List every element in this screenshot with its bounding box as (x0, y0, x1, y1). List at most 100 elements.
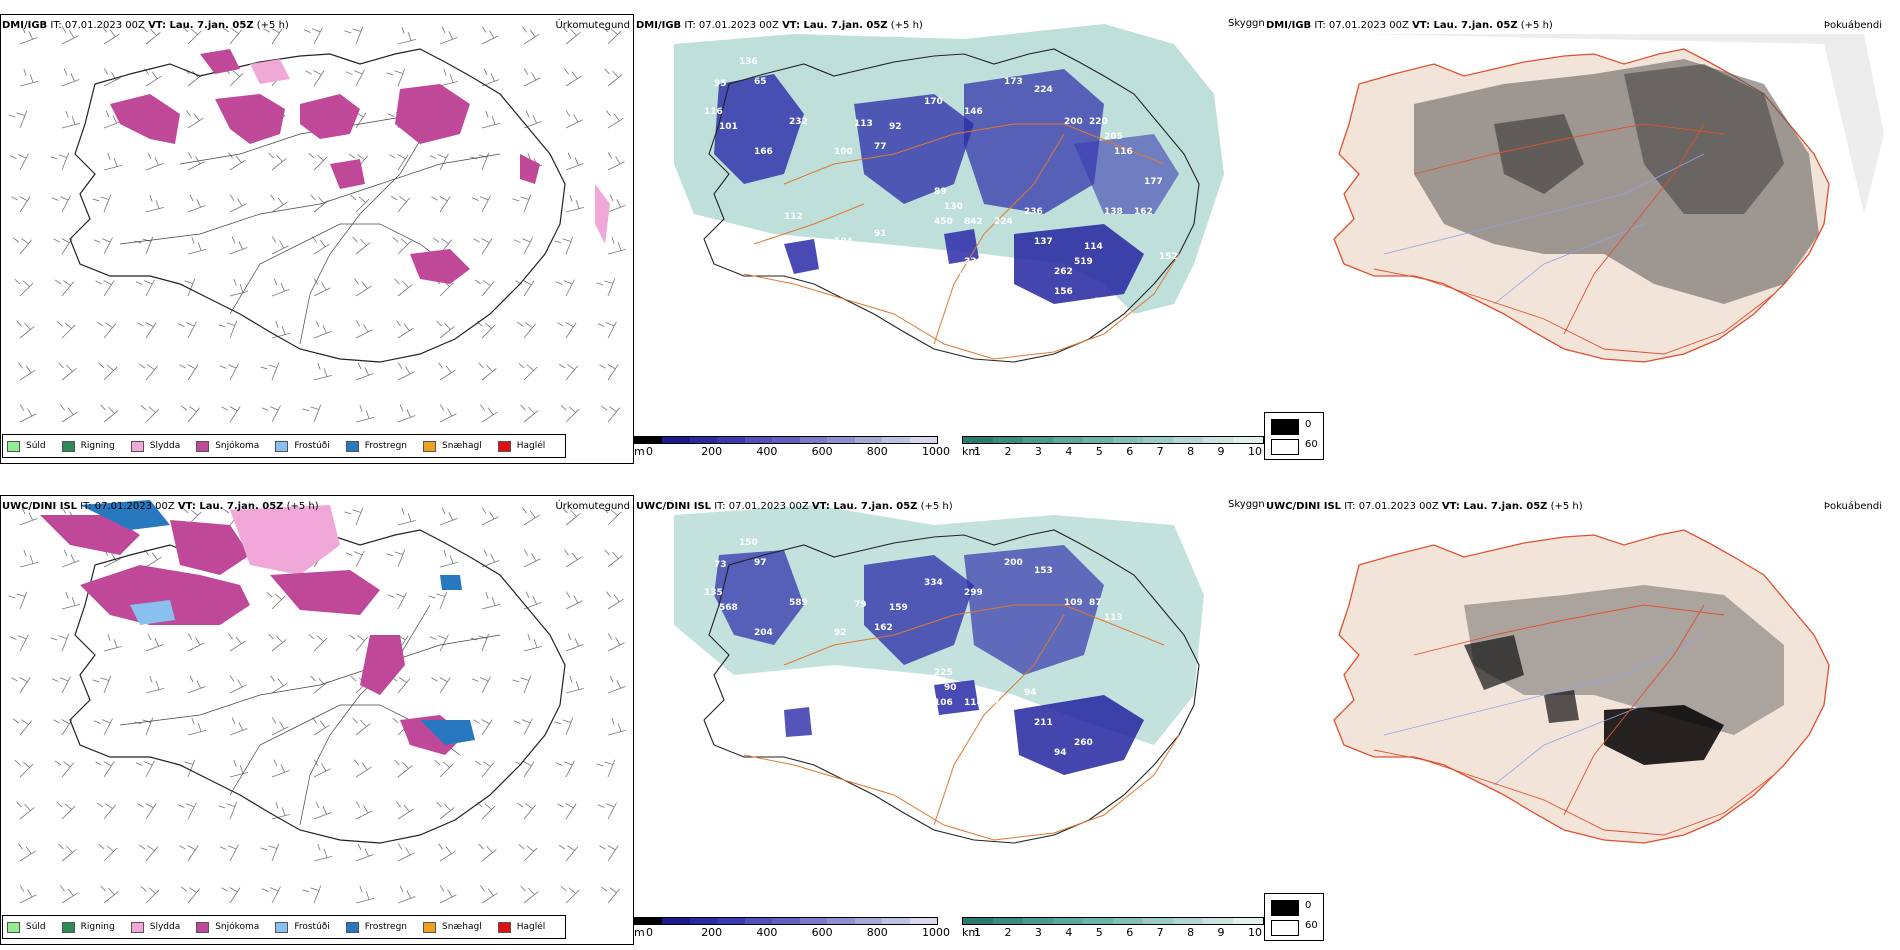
road-network (1373, 123, 1775, 355)
wind-barb (555, 279, 575, 297)
road-network (1373, 604, 1775, 836)
cloud-base-value: 73 (714, 560, 727, 570)
colorbar-tick-label: 7 (1156, 445, 1164, 458)
wind-barb (142, 26, 161, 45)
wind-barb (354, 759, 372, 778)
cloud-base-value: 200 (1004, 558, 1023, 568)
fog-area (1624, 64, 1784, 214)
legend-label: Snjókoma (215, 441, 260, 451)
legend-swatch (497, 440, 511, 452)
colorbar-cell (854, 918, 883, 924)
wind-barb (95, 280, 115, 297)
colorbar-cell (827, 437, 855, 443)
wind-barb (187, 717, 206, 736)
cloud-base-value: 116 (1114, 147, 1133, 157)
wind-barb (431, 196, 451, 213)
wind-barb (92, 194, 112, 213)
wind-barb (386, 68, 406, 87)
cloud-base-value: 87 (1089, 598, 1102, 608)
fog-legend-swatch (1271, 419, 1299, 435)
colorbar-tick-label: 800 (866, 926, 888, 939)
wind-barb (229, 759, 248, 778)
fog-legend-label: 60 (1305, 439, 1318, 450)
fog-area (1464, 635, 1524, 690)
wind-barb (9, 153, 29, 171)
cloud-base-value: 173 (1004, 77, 1023, 87)
wind-barb (523, 68, 541, 87)
wind-barb (597, 321, 617, 339)
cloud-area (964, 69, 1104, 214)
cloud-base-labels: 150 73 97 135 568 589 204 92 79 159 162 334 299 200 15… (704, 538, 1123, 758)
cloud-base-value: 118 (964, 698, 983, 708)
cloud-base-value: 106 (934, 698, 953, 708)
colorbar-tick-label: 10 (1248, 445, 1262, 458)
wind-barb (177, 321, 197, 339)
legend-item: Slydda (130, 921, 180, 933)
wind-barb (144, 549, 162, 568)
legend-swatch (345, 440, 359, 452)
colorbar-cell (799, 437, 828, 443)
wind-barb (221, 406, 241, 423)
colorbar-unit: km (962, 926, 980, 939)
colorbar-cell (1083, 437, 1113, 443)
wind-barb (187, 675, 206, 694)
fog-map-row1: DMI/IGB IT: 07.01.2023 00Z VT: Lau. 7.ja… (1264, 14, 1900, 464)
colorbar-cell (744, 918, 773, 924)
cloud-base-value: 77 (874, 142, 887, 152)
wind-barb (429, 153, 449, 171)
rivers-and-roads (119, 113, 501, 345)
wind-barb (229, 717, 248, 736)
wind-barb (54, 279, 75, 297)
wind-barb (266, 592, 286, 610)
wind-barb (270, 194, 288, 213)
wind-barb (100, 404, 119, 423)
wind-barb (470, 152, 490, 171)
wind-barb (303, 27, 323, 45)
wind-barb (61, 549, 80, 568)
wind-barb (355, 404, 374, 423)
wind-barb (138, 363, 159, 381)
legend-swatch (196, 921, 210, 933)
wind-barb (481, 110, 500, 129)
wind-barb (271, 759, 290, 778)
colorbar-cell (717, 918, 745, 924)
wind-barb (50, 152, 70, 171)
wind-barb (512, 194, 532, 213)
wind-barb (19, 68, 38, 87)
wind-barb (555, 760, 575, 778)
wind-barb (61, 591, 80, 610)
wind-barb (61, 26, 79, 45)
colorbar-cell (993, 437, 1023, 443)
colorbar-cell (1023, 437, 1053, 443)
cloud-base-value: 450 (934, 217, 953, 227)
wind-barb (354, 278, 372, 297)
fog-area (1604, 705, 1724, 765)
cloud-area (1014, 695, 1144, 775)
colorbar-tick-label: 5 (1095, 926, 1103, 939)
panel-variable-label: Úrkomutegund (555, 20, 630, 31)
wind-barb (16, 801, 35, 820)
wind-barb (596, 759, 616, 778)
wind-barb (102, 26, 120, 45)
colorbar-tick-label: 8 (1187, 926, 1195, 939)
wind-barb (387, 592, 407, 610)
cloud-area (784, 707, 812, 737)
wind-barb (14, 279, 34, 297)
wind-barb (18, 843, 36, 862)
precip-areas-row2 (40, 500, 475, 755)
wind-barb (439, 68, 458, 87)
wind-barb (560, 886, 580, 904)
cloud-base-value: 260 (1074, 738, 1093, 748)
wind-barb (98, 844, 118, 862)
wind-barb (58, 362, 77, 381)
fog-area (1494, 114, 1584, 194)
wind-barb (397, 404, 416, 423)
cloud-base-value: 65 (754, 77, 767, 87)
wind-barb (523, 549, 541, 568)
cloud-base-value: 120 (834, 718, 853, 728)
legend-item: Snæhagl (423, 440, 482, 452)
cloud-base-value: 160 (994, 277, 1013, 287)
panel-variable-label: Úrkomutegund (555, 501, 630, 512)
wind-barb (19, 549, 38, 568)
